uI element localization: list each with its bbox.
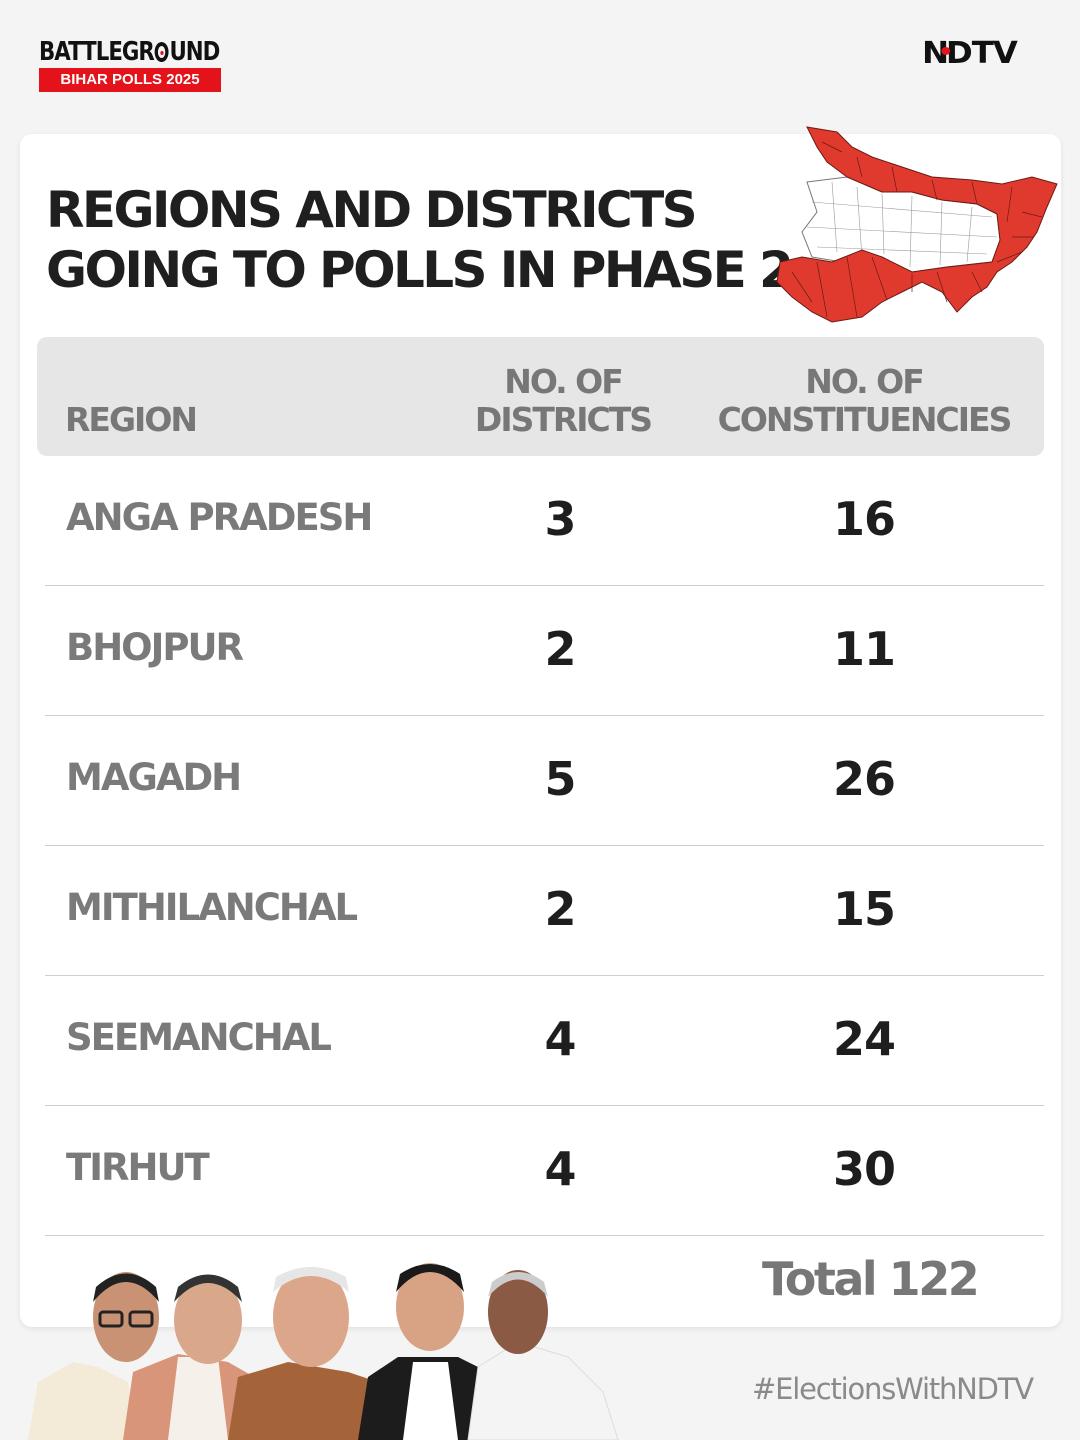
header-constituencies-line-2: CONSTITUENCIES	[717, 400, 1013, 439]
header-districts: NO. OF DISTRICTS	[457, 363, 669, 439]
header-districts-line-1: NO. OF	[504, 362, 624, 401]
district-count: 2	[544, 622, 576, 676]
region-name: MITHILANCHAL	[66, 886, 358, 929]
battleground-wordmark: BATTLEGR UND	[39, 37, 220, 67]
constituency-count: 26	[832, 752, 896, 806]
battleground-logo: BATTLEGR UND BIHAR POLLS 2025	[39, 38, 221, 92]
district-count: 3	[544, 492, 576, 546]
ndtv-logo: NDTV	[922, 36, 1018, 71]
constituency-count: 30	[832, 1142, 896, 1196]
region-name: SEEMANCHAL	[66, 1016, 332, 1059]
district-count: 5	[544, 752, 576, 806]
header-districts-line-2: DISTRICTS	[474, 400, 653, 439]
district-count: 4	[544, 1012, 576, 1066]
header-constituencies-line-1: NO. OF	[805, 362, 925, 401]
header-region: REGION	[65, 400, 198, 439]
table-row: SEEMANCHAL 4 24	[45, 976, 1044, 1106]
region-name: BHOJPUR	[66, 626, 244, 669]
constituency-count: 15	[832, 882, 896, 936]
district-count: 2	[544, 882, 576, 936]
title-line-1: REGIONS AND DISTRICTS	[46, 181, 698, 239]
hashtag: #ElectionsWithNDTV	[752, 1372, 1034, 1406]
title-line-2: GOING TO POLLS IN PHASE 2	[46, 241, 794, 299]
table-header: REGION NO. OF DISTRICTS NO. OF CONSTITUE…	[37, 337, 1044, 456]
table-row: MITHILANCHAL 2 15	[45, 846, 1044, 976]
district-count: 4	[544, 1142, 576, 1196]
content-card	[20, 134, 1061, 1327]
header-constituencies: NO. OF CONSTITUENCIES	[699, 363, 1029, 439]
brand-subtitle: BIHAR POLLS 2025	[39, 68, 221, 92]
politicians-group-photo	[28, 1263, 619, 1440]
table-row: TIRHUT 4 30	[45, 1106, 1044, 1236]
red-dot-icon	[941, 47, 951, 55]
region-name: TIRHUT	[66, 1146, 210, 1189]
table-row: BHOJPUR 2 11	[45, 586, 1044, 716]
table-row: ANGA PRADESH 3 16	[45, 456, 1044, 586]
ballot-o-icon	[154, 42, 169, 62]
region-name: ANGA PRADESH	[66, 496, 373, 539]
constituency-count: 24	[832, 1012, 896, 1066]
constituency-count: 11	[832, 622, 896, 676]
page-title: REGIONS AND DISTRICTS GOING TO POLLS IN …	[46, 180, 794, 300]
constituency-count: 16	[832, 492, 896, 546]
table-row: MAGADH 5 26	[45, 716, 1044, 846]
total-constituencies: Total 122	[762, 1252, 980, 1306]
table-body: ANGA PRADESH 3 16 BHOJPUR 2 11 MAGADH 5 …	[45, 456, 1044, 1236]
bihar-map-icon	[776, 126, 1058, 323]
region-name: MAGADH	[66, 756, 242, 799]
